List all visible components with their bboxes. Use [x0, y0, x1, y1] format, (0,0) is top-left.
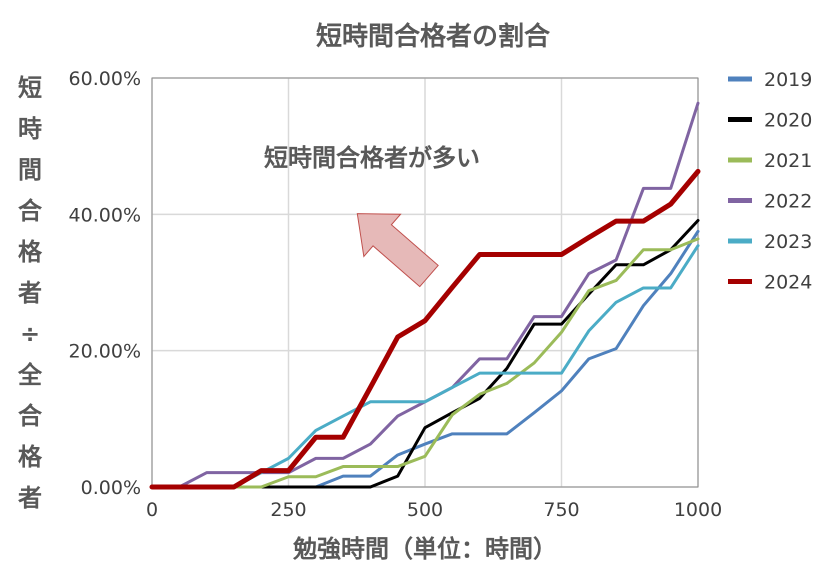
x-tick-label: 0 [146, 499, 158, 521]
legend-label: 2024 [764, 272, 812, 294]
x-tick-label: 500 [407, 499, 443, 521]
legend-label: 2019 [764, 69, 812, 91]
y-axis-title-char: ÷ [20, 320, 40, 348]
plot-area [151, 77, 699, 488]
y-tick-label: 40.00% [69, 204, 141, 226]
y-axis-title-char: 時 [18, 115, 42, 143]
legend-label: 2021 [764, 150, 812, 172]
y-axis-title-char: 格 [18, 238, 43, 266]
gridlines [151, 77, 699, 488]
plot-border [151, 77, 699, 488]
y-axis-title-char: 間 [18, 156, 42, 184]
up-arrow-icon [356, 213, 439, 288]
x-tick-label: 1000 [674, 499, 722, 521]
series-lines [149, 101, 701, 490]
y-axis-title-char: 合 [18, 402, 43, 430]
y-tick-label: 0.00% [81, 477, 141, 499]
legend-label: 2020 [764, 110, 812, 132]
y-axis-title-char: 格 [18, 443, 43, 471]
chart-title: 短時間合格者の割合 [316, 21, 551, 52]
y-axis-title-char: 者 [18, 279, 42, 307]
legend-label: 2022 [764, 191, 812, 213]
y-axis-ticks: 0.00% 20.00% 40.00% 60.00% [69, 68, 141, 499]
chart-annotation: 短時間合格者が多い [264, 144, 480, 172]
y-tick-label: 60.00% [69, 68, 141, 90]
y-axis-title-char: 全 [17, 361, 43, 389]
x-tick-label: 750 [543, 499, 579, 521]
y-axis-title-char: 短 [18, 74, 42, 102]
x-axis-ticks: 0 250 500 750 1000 [146, 499, 722, 521]
x-axis-title: 勉強時間（単位：時間） [292, 535, 557, 563]
y-axis-title-char: 合 [18, 197, 43, 225]
y-axis-title-char: 者 [18, 484, 42, 512]
legend: 2019 2020 2021 2022 2023 2024 [728, 69, 812, 294]
y-tick-label: 20.00% [69, 341, 141, 363]
legend-label: 2023 [764, 231, 812, 253]
x-tick-label: 250 [270, 499, 306, 521]
series-line-2021 [150, 237, 700, 489]
series-line-2024 [149, 168, 701, 490]
